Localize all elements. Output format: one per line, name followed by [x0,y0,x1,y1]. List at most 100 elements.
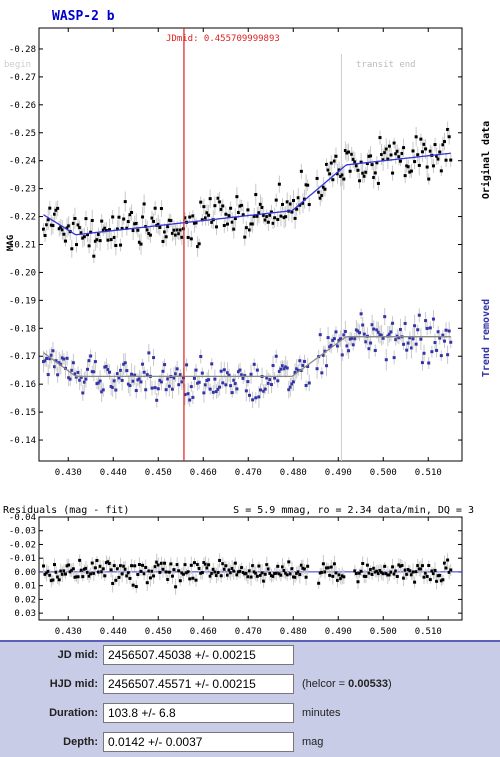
data-point [408,336,412,340]
data-point [241,213,245,217]
residual-point [225,573,229,577]
data-point [144,388,148,392]
residual-point [53,563,57,567]
data-point [337,338,341,342]
data-point [348,337,352,341]
residual-point [408,569,412,573]
data-point [111,385,115,389]
data-point [95,382,99,386]
res-x-tick-label: 0.510 [415,627,442,637]
residual-point [402,576,406,580]
data-point [42,227,45,231]
x-tick-label: 0.480 [280,468,307,478]
data-point [287,388,291,392]
residual-point [438,573,442,577]
y-tick-label: -0.16 [9,380,36,390]
hjd-mid-field[interactable] [103,674,294,694]
data-point [254,193,258,197]
data-point [416,328,420,332]
data-point [320,371,324,375]
data-point [114,244,118,248]
residual-point [281,565,285,569]
residual-point [303,567,307,571]
data-point [356,168,360,172]
data-point [251,222,255,226]
data-point [134,221,138,225]
res-y-tick-label: 0.02 [14,595,36,605]
residual-series [42,552,453,595]
data-point [98,239,102,243]
residual-point [43,572,47,576]
data-point [328,345,332,349]
main-x-ticks: 0.430 0.440 0.450 0.460 0.470 0.480 0.490 0.500… [55,28,442,478]
data-point [106,368,110,372]
depth-row: Depth: mag [0,732,500,754]
data-point [175,228,179,232]
res-x-tick-label: 0.470 [235,627,262,637]
residual-point [339,577,343,581]
residual-point [60,572,64,576]
residual-point [304,575,308,579]
data-point [342,333,346,337]
data-point [271,364,275,368]
data-point [139,380,143,384]
data-point [163,230,167,234]
residual-point [87,574,91,578]
data-point [288,202,292,206]
residual-point [230,566,234,570]
data-point [120,226,124,230]
data-point [159,207,163,211]
residual-point [241,571,245,575]
data-point [241,376,245,380]
data-point [108,370,112,374]
residual-point [306,564,310,568]
data-point [189,385,193,389]
data-point [325,162,329,166]
residual-point [391,565,395,569]
data-point [71,221,75,225]
residual-point [90,561,94,565]
data-point [92,254,96,258]
duration-field[interactable] [103,703,294,723]
residual-point [199,571,203,575]
data-point [224,212,228,216]
residual-point [444,566,448,570]
data-point [104,229,108,233]
residuals-plot-frame [38,516,463,621]
depth-field[interactable] [103,732,294,752]
light-curve-charts: WASP-2 b -0.28-0.27-0.26-0.25-0.24-0.23-… [3,9,492,637]
residual-point [174,585,178,589]
data-point [183,393,187,397]
data-point [329,343,333,347]
data-point [276,218,280,222]
data-point [202,391,206,395]
residual-point [292,575,296,579]
residual-point [244,571,248,575]
data-point [108,228,112,232]
data-point [122,217,126,221]
data-point [200,371,204,375]
data-point [387,332,391,336]
data-point [131,229,135,233]
data-point [417,313,421,317]
data-point [391,321,395,325]
residual-point [48,573,52,577]
data-point [281,202,285,206]
data-point [210,362,214,366]
data-point [78,226,82,230]
data-point [126,382,130,386]
data-point [284,215,288,219]
data-point [301,201,305,205]
jd-mid-field[interactable] [103,645,294,665]
data-point [424,319,428,323]
data-point [266,220,270,224]
data-point [82,235,86,239]
y-tick-label: -0.25 [9,129,36,139]
data-point [295,367,299,371]
residual-point [411,570,415,574]
hjd-mid-row: HJD mid: (helcor = 0.00533) [0,674,500,696]
data-point [115,227,119,231]
data-point [279,367,283,371]
residual-point [68,570,72,574]
residual-point [358,571,362,575]
